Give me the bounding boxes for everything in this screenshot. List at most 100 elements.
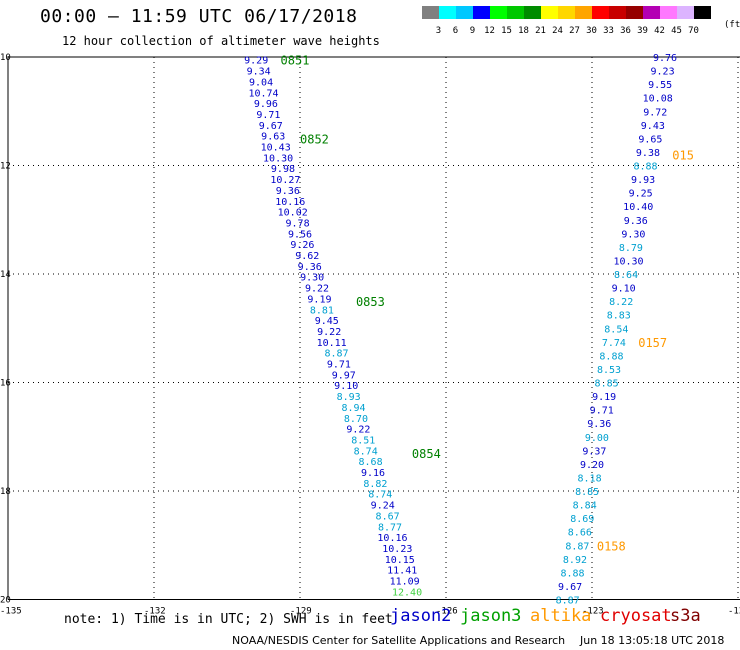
wave-height-value: 10.30 bbox=[613, 256, 643, 267]
scale-label: 30 bbox=[586, 26, 597, 36]
scale-swatch bbox=[524, 6, 541, 19]
map-subtitle: 12 hour collection of altimeter wave hei… bbox=[62, 34, 380, 48]
wave-height-value: 8.87 bbox=[565, 541, 589, 552]
scale-label: 33 bbox=[603, 26, 614, 36]
wave-height-value: 8.74 bbox=[354, 446, 378, 457]
wave-height-value: 12.40 bbox=[392, 587, 422, 598]
lat-tick-label: 12 bbox=[0, 162, 11, 172]
scale-swatch bbox=[660, 6, 677, 19]
wave-height-value: 8.66 bbox=[568, 528, 592, 539]
scale-swatch bbox=[473, 6, 490, 19]
wave-height-value: 9.98 bbox=[271, 164, 295, 175]
scale-swatch bbox=[422, 6, 439, 19]
wave-height-value: 9.71 bbox=[256, 110, 280, 121]
wave-height-value: 9.36 bbox=[298, 262, 322, 273]
lon-tick-label: -126 bbox=[436, 607, 458, 617]
scale-swatch bbox=[541, 6, 558, 19]
wave-height-value: 8.79 bbox=[619, 243, 643, 254]
wave-height-value: 9.45 bbox=[315, 316, 339, 327]
wave-height-value: 10.23 bbox=[382, 544, 412, 555]
wave-height-value: 9.29 bbox=[244, 56, 268, 67]
lon-tick-label: -129 bbox=[290, 607, 312, 617]
scale-swatch bbox=[456, 6, 473, 19]
time-tag: 0853 bbox=[356, 295, 385, 309]
wave-height-value: 9.10 bbox=[334, 381, 358, 392]
scale-swatch bbox=[677, 6, 694, 19]
wave-height-value: 8.87 bbox=[556, 596, 580, 607]
wave-height-value: 9.26 bbox=[290, 240, 314, 251]
scale-unit: (ft) bbox=[724, 20, 740, 30]
wave-height-value: 9.24 bbox=[371, 501, 395, 512]
wave-height-value: 10.16 bbox=[275, 197, 305, 208]
scale-label: 18 bbox=[518, 26, 529, 36]
wave-height-value: 9.55 bbox=[648, 80, 672, 91]
satellite-cryosat: cryosat bbox=[600, 606, 672, 626]
wave-height-value: 8.93 bbox=[337, 392, 361, 403]
wave-height-value: 8.70 bbox=[344, 414, 368, 425]
wave-height-value: 9.67 bbox=[259, 121, 283, 132]
wave-height-value: 9.65 bbox=[638, 134, 662, 145]
wave-height-value: 9.78 bbox=[286, 218, 310, 229]
wave-height-value: 9.71 bbox=[590, 406, 614, 417]
wave-height-value: 9.00 bbox=[585, 433, 609, 444]
wave-height-value: 9.19 bbox=[307, 294, 331, 305]
scale-swatch bbox=[558, 6, 575, 19]
wave-height-value: 8.87 bbox=[324, 349, 348, 360]
wave-height-value: 8.84 bbox=[573, 501, 597, 512]
wave-height-value: 8.68 bbox=[359, 457, 383, 468]
scale-label: 27 bbox=[569, 26, 580, 36]
scale-label: 39 bbox=[637, 26, 648, 36]
wave-height-value: 9.76 bbox=[653, 53, 677, 64]
wave-height-value: 9.67 bbox=[558, 582, 582, 593]
wave-height-value: 9.22 bbox=[346, 425, 370, 436]
scale-swatch bbox=[592, 6, 609, 19]
time-tag: 0854 bbox=[412, 447, 441, 461]
lat-tick-label: 18 bbox=[0, 487, 11, 497]
wave-height-value: 9.04 bbox=[249, 77, 273, 88]
time-tag: 0852 bbox=[300, 132, 329, 146]
wave-height-value: 9.96 bbox=[254, 99, 278, 110]
wave-height-value: 8.18 bbox=[578, 473, 602, 484]
wave-height-value: 8.22 bbox=[609, 297, 633, 308]
wave-height-value: 9.63 bbox=[261, 132, 285, 143]
scale-label: 21 bbox=[535, 26, 546, 36]
wave-height-value: 9.23 bbox=[651, 67, 675, 78]
wave-height-value: 10.40 bbox=[623, 202, 653, 213]
scale-swatch bbox=[490, 6, 507, 19]
wave-height-value: 9.62 bbox=[295, 251, 319, 262]
wave-height-value: 10.30 bbox=[263, 153, 293, 164]
wave-height-value: 11.09 bbox=[390, 577, 420, 588]
scale-swatch bbox=[507, 6, 524, 19]
wave-height-value: 9.34 bbox=[247, 67, 271, 78]
wave-height-value: 10.74 bbox=[248, 88, 278, 99]
lat-tick-label: 20 bbox=[0, 596, 11, 606]
lat-tick-label: 14 bbox=[0, 270, 11, 280]
scale-swatch bbox=[439, 6, 456, 19]
wave-height-value: 9.22 bbox=[305, 284, 329, 295]
scale-label: 45 bbox=[671, 26, 682, 36]
wave-height-value: 9.56 bbox=[288, 229, 312, 240]
wave-height-value: 9.97 bbox=[332, 370, 356, 381]
footer-credit: NOAA/NESDIS Center for Satellite Applica… bbox=[232, 634, 566, 647]
time-tag: 015 bbox=[672, 149, 694, 163]
wave-height-value: 9.37 bbox=[582, 446, 606, 457]
wave-height-value: 10.15 bbox=[385, 555, 415, 566]
wave-height-value: 9.19 bbox=[592, 392, 616, 403]
footer-timestamp: Jun 18 13:05:18 UTC 2018 bbox=[580, 634, 725, 647]
wave-height-value: 9.30 bbox=[621, 229, 645, 240]
scale-label: 6 bbox=[452, 26, 459, 36]
wave-height-value: 10.43 bbox=[261, 143, 291, 154]
wave-height-value: 9.36 bbox=[587, 419, 611, 430]
wave-height-value: 9.43 bbox=[641, 121, 665, 132]
wave-height-value: 8.64 bbox=[614, 270, 638, 281]
wave-height-value: 9.25 bbox=[629, 189, 653, 200]
wave-height-value: 7.74 bbox=[602, 338, 626, 349]
time-tag: 0851 bbox=[281, 54, 310, 68]
map-title: 00:00 – 11:59 UTC 06/17/2018 bbox=[40, 6, 358, 27]
wave-height-value: 9.36 bbox=[276, 186, 300, 197]
wave-height-value: 9.22 bbox=[317, 327, 341, 338]
wave-height-value: 8.74 bbox=[368, 490, 392, 501]
wave-height-value: 9.72 bbox=[643, 107, 667, 118]
wave-height-value: 10.08 bbox=[643, 94, 673, 105]
